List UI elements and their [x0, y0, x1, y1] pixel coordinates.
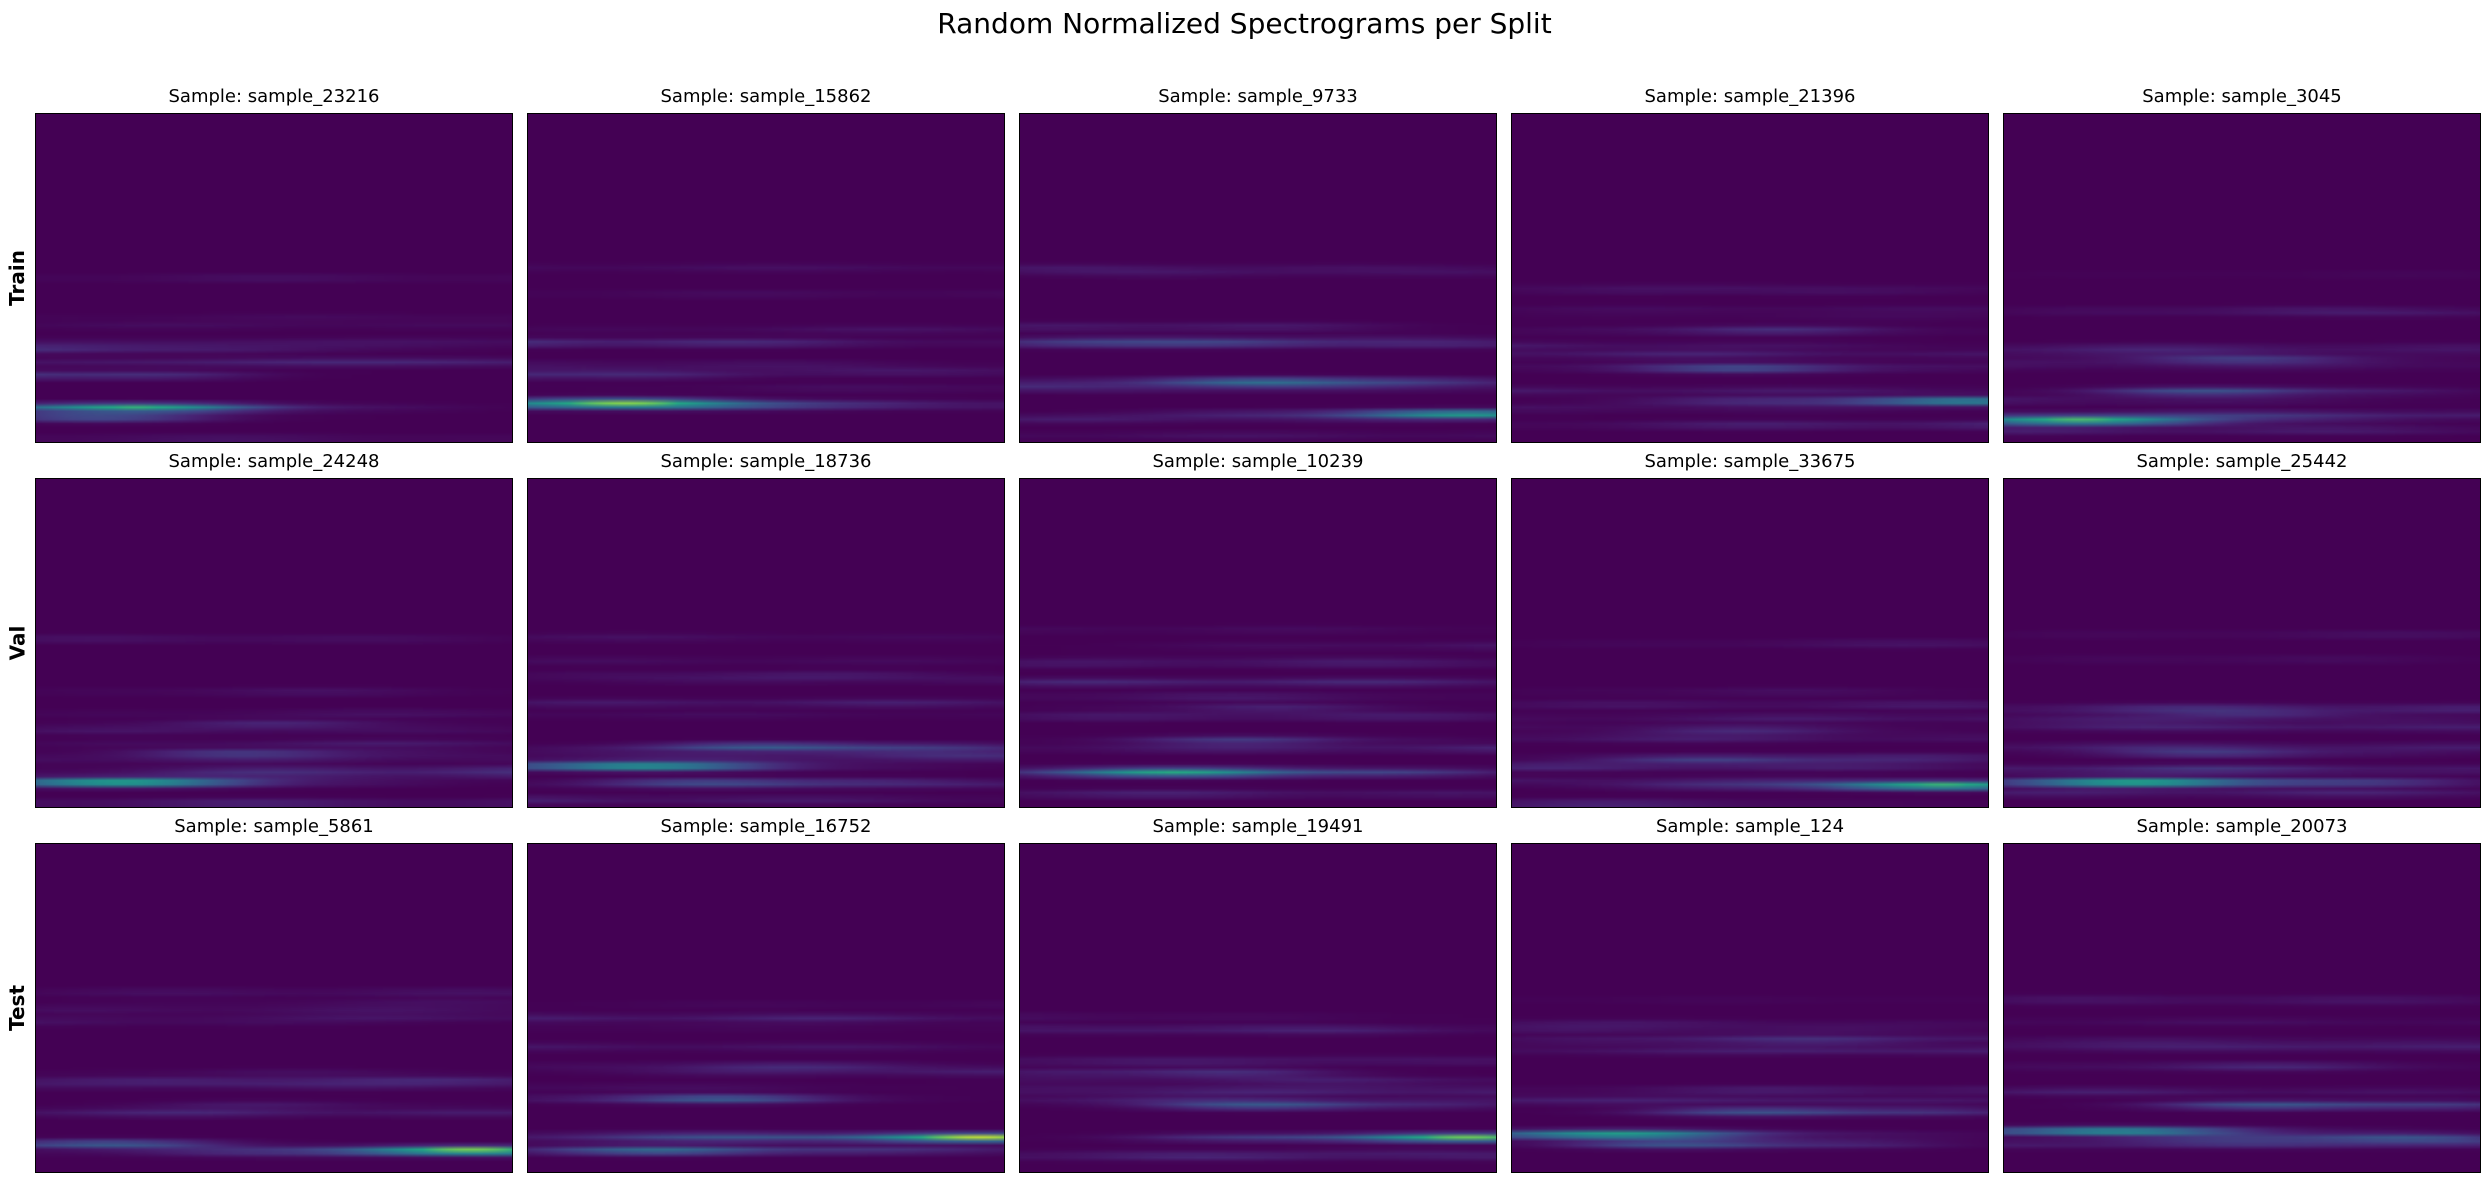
spectrogram-heatmap: [35, 113, 513, 443]
panel-title: Sample: sample_18736: [660, 451, 872, 472]
panel-title: Sample: sample_10239: [1152, 451, 1364, 472]
row-label-val: Val: [2, 478, 32, 808]
spectrogram-heatmap: [35, 843, 513, 1173]
spectrogram-heatmap: [527, 478, 1005, 808]
spectrogram-heatmap: [1019, 113, 1497, 443]
spectrogram-panel: Sample: sample_24248: [35, 451, 513, 808]
spectrogram-heatmap: [2003, 843, 2481, 1173]
spectrogram-panel: Sample: sample_15862: [527, 86, 1005, 443]
panel-title: Sample: sample_9733: [1158, 86, 1358, 107]
spectrogram-heatmap: [1511, 478, 1989, 808]
panel-title: Sample: sample_3045: [2142, 86, 2342, 107]
spectrogram-heatmap: [1019, 843, 1497, 1173]
spectrogram-panel: Sample: sample_9733: [1019, 86, 1497, 443]
spectrogram-panel: Sample: sample_25442: [2003, 451, 2481, 808]
spectrogram-panel: Sample: sample_23216: [35, 86, 513, 443]
spectrogram-panel: Sample: sample_124: [1511, 816, 1989, 1173]
panel-title: Sample: sample_33675: [1644, 451, 1856, 472]
spectrogram-heatmap: [1511, 113, 1989, 443]
panel-title: Sample: sample_5861: [174, 816, 374, 837]
row-label-text: Test: [5, 984, 30, 1032]
panel-title: Sample: sample_25442: [2136, 451, 2348, 472]
panel-title: Sample: sample_16752: [660, 816, 872, 837]
spectrogram-panel: Sample: sample_20073: [2003, 816, 2481, 1173]
spectrogram-heatmap: [527, 113, 1005, 443]
panel-title: Sample: sample_19491: [1152, 816, 1364, 837]
spectrogram-heatmap: [1019, 478, 1497, 808]
row-label-train: Train: [2, 113, 32, 443]
spectrogram-panel: Sample: sample_5861: [35, 816, 513, 1173]
figure-title: Random Normalized Spectrograms per Split: [937, 7, 1552, 40]
spectrogram-panel: Sample: sample_21396: [1511, 86, 1989, 443]
panel-title: Sample: sample_23216: [168, 86, 380, 107]
spectrogram-panel: Sample: sample_16752: [527, 816, 1005, 1173]
row-label-text: Val: [5, 625, 29, 661]
spectrogram-heatmap: [1511, 843, 1989, 1173]
panel-title: Sample: sample_20073: [2136, 816, 2348, 837]
spectrogram-panel: Sample: sample_19491: [1019, 816, 1497, 1173]
row-label-test: Test: [2, 843, 32, 1173]
row-label-text: Train: [5, 250, 29, 306]
panel-title: Sample: sample_15862: [660, 86, 872, 107]
spectrogram-panel: Sample: sample_3045: [2003, 86, 2481, 443]
panel-title: Sample: sample_21396: [1644, 86, 1856, 107]
spectrogram-heatmap: [35, 478, 513, 808]
panel-title: Sample: sample_24248: [168, 451, 380, 472]
spectrogram-heatmap: [2003, 113, 2481, 443]
spectrogram-heatmap: [527, 843, 1005, 1173]
panel-title: Sample: sample_124: [1655, 816, 1845, 837]
spectrogram-panel: Sample: sample_18736: [527, 451, 1005, 808]
spectrogram-heatmap: [2003, 478, 2481, 808]
spectrogram-panel: Sample: sample_10239: [1019, 451, 1497, 808]
spectrogram-panel: Sample: sample_33675: [1511, 451, 1989, 808]
